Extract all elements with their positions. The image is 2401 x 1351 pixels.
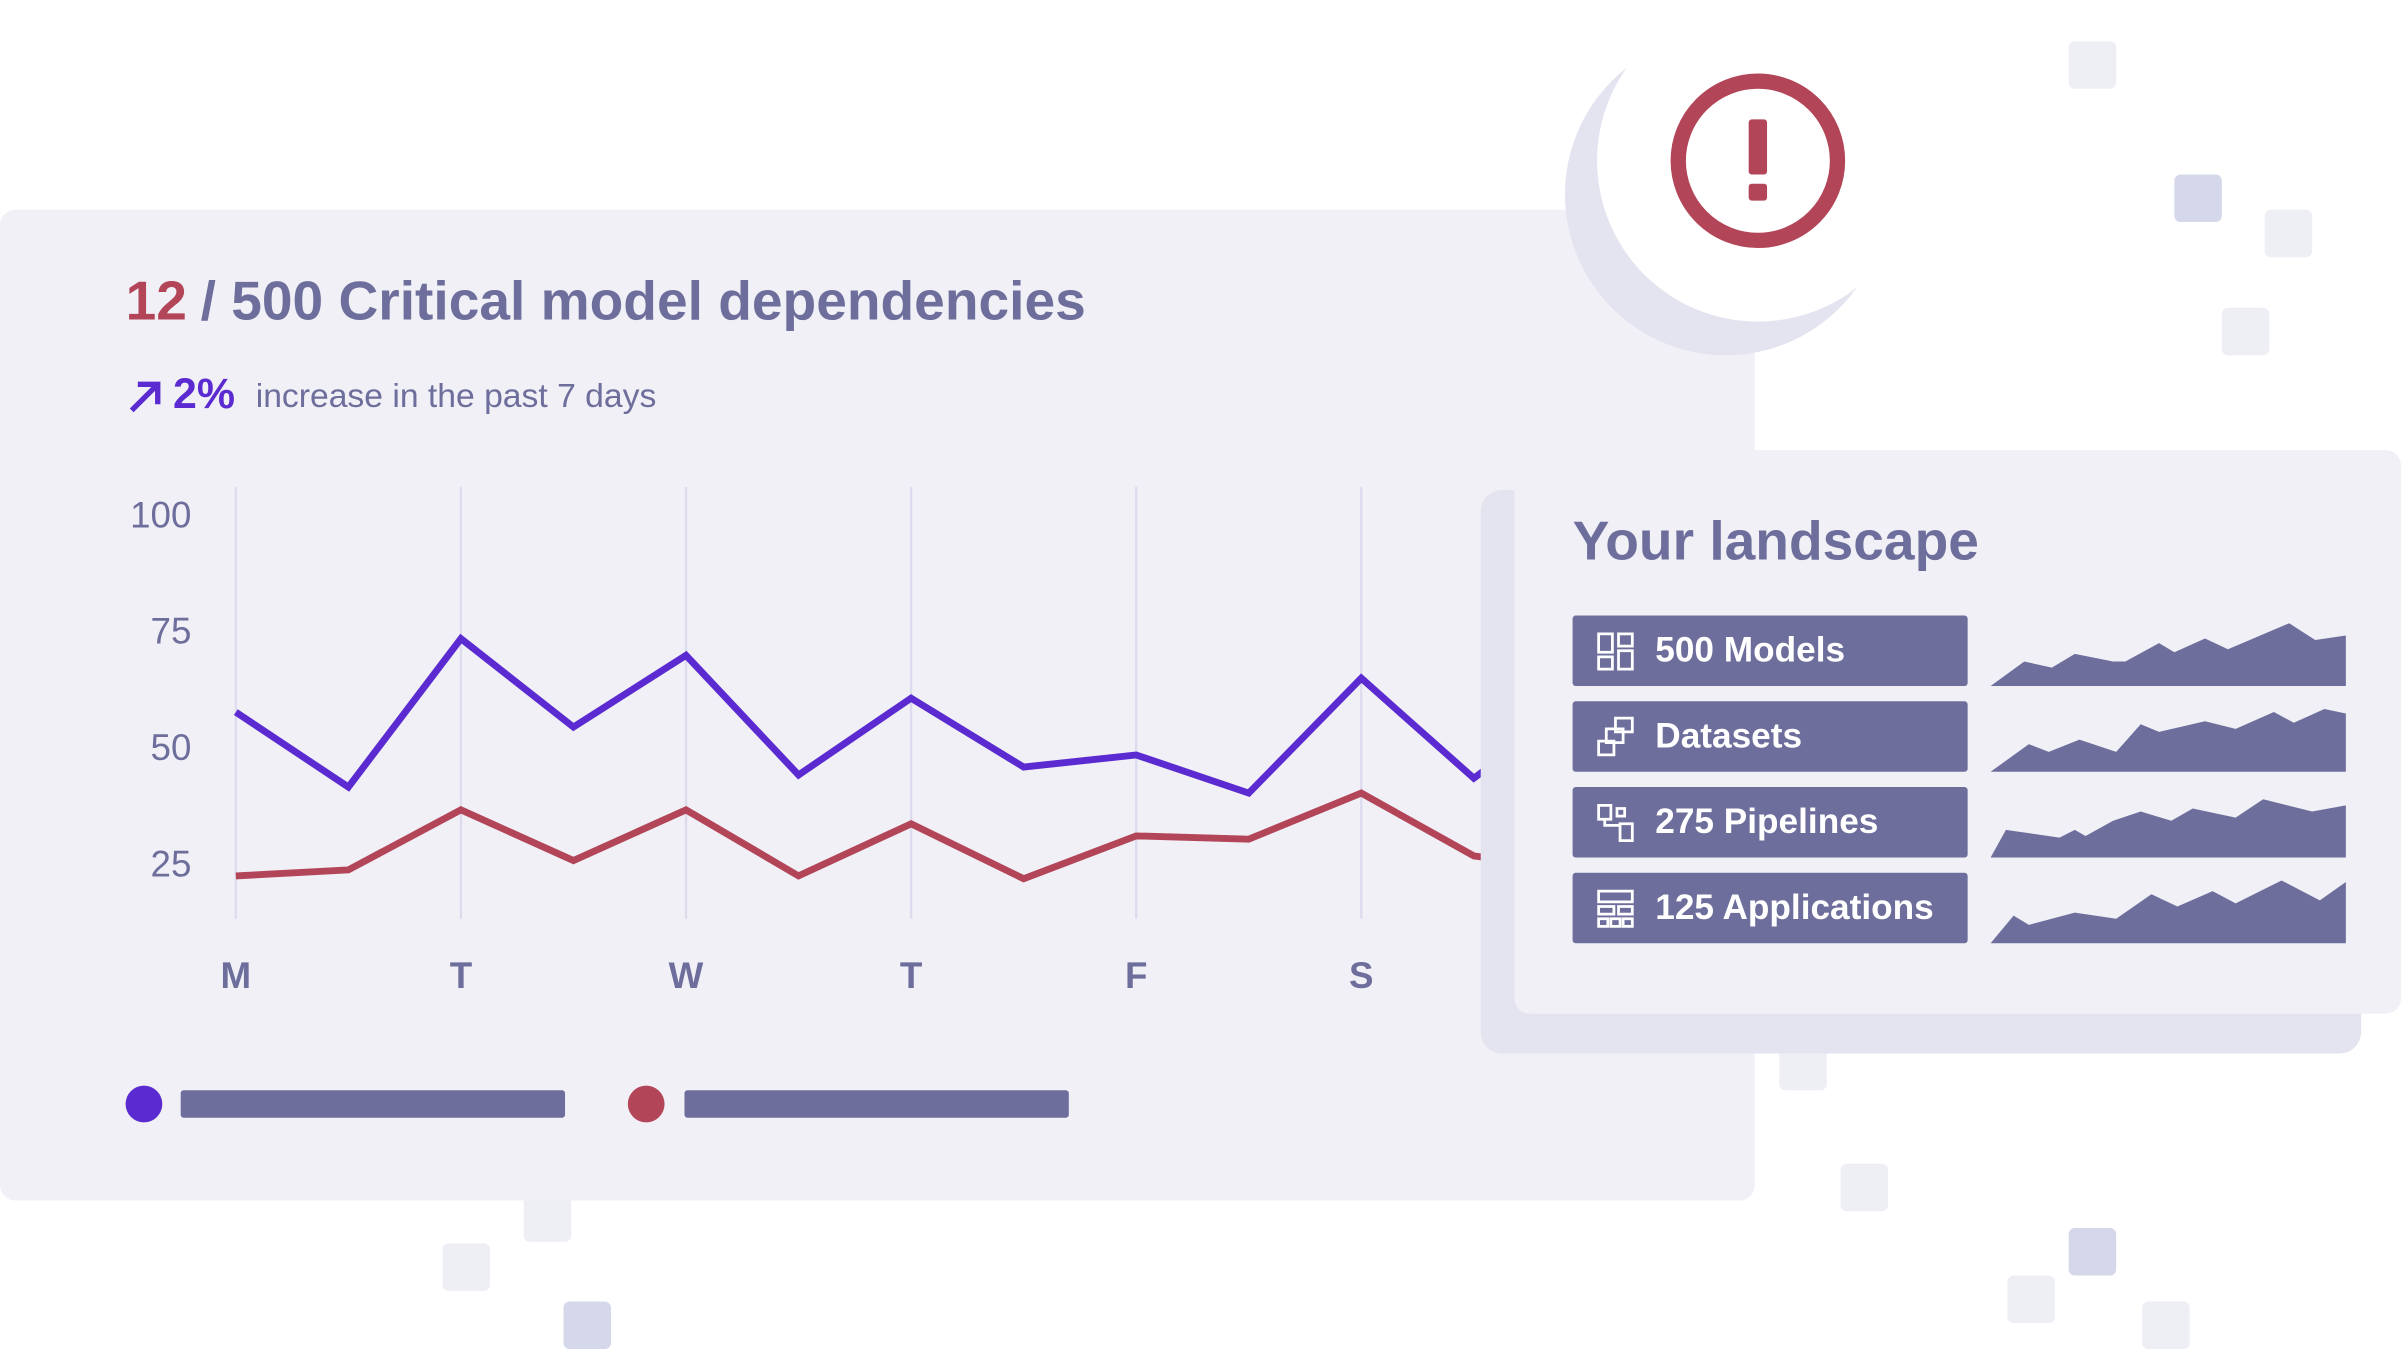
- landscape-item: [1572, 787, 1968, 858]
- legend-dot: [125, 1085, 163, 1123]
- item-icon: [1597, 889, 1634, 928]
- alert-bar: [1748, 119, 1768, 175]
- x-tick-label: T: [900, 955, 923, 996]
- item-label: Datasets: [1655, 716, 1802, 755]
- y-tick-label: 75: [151, 611, 192, 652]
- decor-squares-dark: [563, 174, 2222, 1350]
- change-text: increase in the past 7 days: [256, 378, 657, 415]
- landscape-item: [1572, 872, 1968, 944]
- item-label: 125 Applications: [1655, 888, 1933, 927]
- item-icon: [1597, 716, 1634, 757]
- count: 12: [126, 269, 187, 331]
- series-line: [235, 789, 1587, 883]
- chart-card: [0, 209, 1755, 1201]
- landscape-title: Your landscape: [1573, 510, 1979, 572]
- legend-placeholder: [684, 1090, 1069, 1118]
- sparkline: [1990, 799, 2346, 858]
- landscape-item: [1572, 701, 1968, 772]
- up-arrow: [129, 381, 161, 413]
- sparkline: [1990, 880, 2346, 944]
- x-tick-label: W: [669, 955, 704, 996]
- item-label: 275 Pipelines: [1655, 802, 1878, 841]
- item-icon: [1597, 632, 1634, 671]
- item-label: 500 Models: [1655, 631, 1845, 670]
- landscape-item: [1572, 615, 1968, 686]
- x-tick-label: T: [450, 955, 473, 996]
- y-tick-label: 50: [151, 727, 192, 768]
- landscape-items: 500 Models Datasets 275 Pipelines 125 Appli…: [1572, 615, 2346, 944]
- change: 2%: [173, 370, 235, 418]
- sparkline: [1990, 623, 2346, 686]
- x-tick-label: F: [1125, 955, 1147, 996]
- y-tick-label: 100: [130, 494, 191, 535]
- item-icon: [1597, 804, 1634, 843]
- sparkline: [1990, 708, 2346, 772]
- y-tick-label: 25: [151, 843, 192, 884]
- series-line: [233, 633, 1589, 798]
- legend-dot: [627, 1085, 665, 1123]
- x-tick-label: M: [221, 955, 252, 996]
- legend-placeholder: [180, 1090, 566, 1118]
- x-tick-label: S: [1349, 955, 1374, 996]
- alert-ring: [1670, 73, 1846, 249]
- title: / 500 Critical model dependencies: [201, 269, 1086, 331]
- alert-dot: [1748, 183, 1768, 201]
- plot: M T W T F S 25 50 75 100: [130, 486, 1589, 996]
